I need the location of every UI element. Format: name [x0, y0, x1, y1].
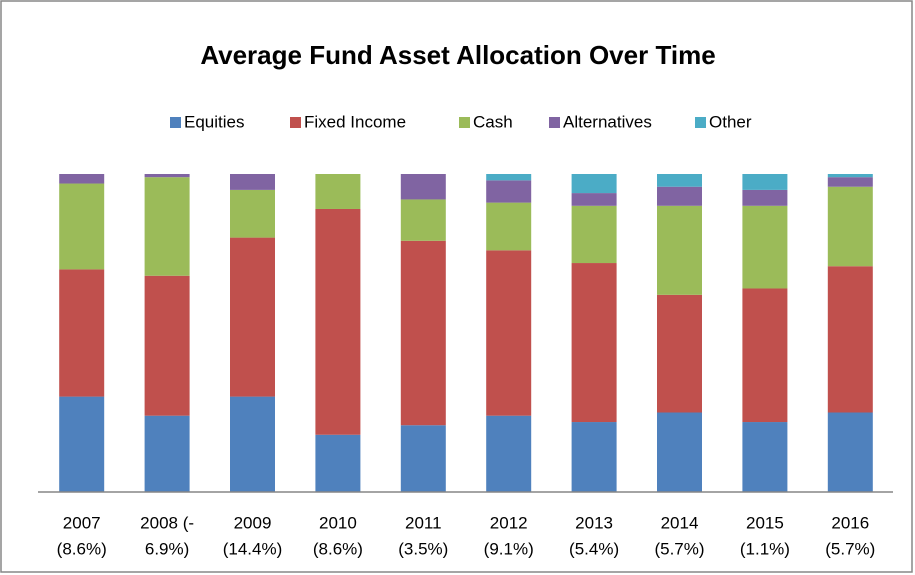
bar-segment — [571, 174, 617, 194]
x-tick-label: 2008 (- — [140, 513, 194, 532]
bar-segment — [742, 189, 788, 206]
legend-swatch — [290, 117, 301, 128]
legend-label: Alternatives — [563, 112, 652, 131]
bar-segment — [486, 202, 532, 251]
bar-segment — [742, 174, 788, 190]
x-tick-label: (8.6%) — [313, 539, 363, 558]
bar-segment — [315, 208, 361, 435]
bar-segment — [827, 174, 873, 178]
x-tick-label: (9.1%) — [484, 539, 534, 558]
x-tick-label: 2009 — [234, 513, 272, 532]
bar-segment — [742, 288, 788, 423]
x-tick-label: (5.4%) — [569, 539, 619, 558]
bar-segment — [742, 205, 788, 289]
x-tick-label: 2015 — [746, 513, 784, 532]
legend-label: Cash — [473, 112, 513, 131]
x-tick-label: 2016 — [831, 513, 869, 532]
x-tick-label: 2011 — [405, 513, 442, 532]
bar-segment — [571, 263, 617, 423]
bar-segment — [144, 177, 190, 276]
legend-swatch — [459, 117, 470, 128]
bar-segment — [59, 183, 105, 270]
bar-segment — [144, 174, 190, 178]
bar-segment — [486, 174, 532, 181]
bar-segment — [486, 250, 532, 416]
x-tick-label: 2010 — [319, 513, 357, 532]
legend-label: Equities — [184, 112, 244, 131]
bar-segment — [657, 174, 702, 187]
bar-segment — [571, 422, 617, 492]
bar-segment — [315, 174, 361, 209]
x-tick-label: 2014 — [661, 513, 699, 532]
x-tick-label: (3.5%) — [398, 539, 448, 558]
x-tick-label: 2007 — [63, 513, 101, 532]
x-tick-label: 2012 — [490, 513, 528, 532]
bar-segment — [486, 415, 532, 492]
bar-segment — [144, 275, 190, 416]
legend-label: Fixed Income — [304, 112, 406, 131]
bar-segment — [486, 180, 532, 203]
bar-segment — [827, 412, 873, 492]
bar-segment — [400, 425, 446, 492]
bar-segment — [230, 237, 275, 397]
bar-segment — [742, 422, 788, 492]
bar-segment — [827, 266, 873, 413]
chart-title: Average Fund Asset Allocation Over Time — [200, 40, 715, 70]
bar-segment — [59, 174, 105, 184]
bar-segment — [400, 199, 446, 241]
bar-segment — [657, 294, 702, 413]
bar-segment — [400, 240, 446, 426]
x-tick-label: 2013 — [575, 513, 613, 532]
bar-segment — [230, 174, 275, 190]
legend-swatch — [549, 117, 560, 128]
legend-swatch — [170, 117, 181, 128]
bar-segment — [59, 396, 105, 492]
x-tick-label: (5.7%) — [654, 539, 704, 558]
x-tick-label: (8.6%) — [57, 539, 107, 558]
legend-label: Other — [709, 112, 752, 131]
bar-segment — [657, 412, 702, 492]
bar-segment — [657, 205, 702, 295]
bar-segment — [144, 415, 190, 492]
legend-swatch — [695, 117, 706, 128]
bar-segment — [571, 193, 617, 206]
x-tick-label: (14.4%) — [223, 539, 283, 558]
bar-segment — [827, 186, 873, 267]
bar-segment — [59, 269, 105, 397]
x-tick-label: 6.9%) — [145, 539, 189, 558]
bar-segment — [400, 174, 446, 200]
bar-segment — [827, 177, 873, 187]
bar-segment — [657, 186, 702, 206]
bar-segment — [230, 189, 275, 238]
x-tick-label: (5.7%) — [825, 539, 875, 558]
x-tick-label: (1.1%) — [740, 539, 790, 558]
bar-segment — [571, 205, 617, 264]
bar-segment — [315, 434, 361, 492]
bar-segment — [230, 396, 275, 492]
